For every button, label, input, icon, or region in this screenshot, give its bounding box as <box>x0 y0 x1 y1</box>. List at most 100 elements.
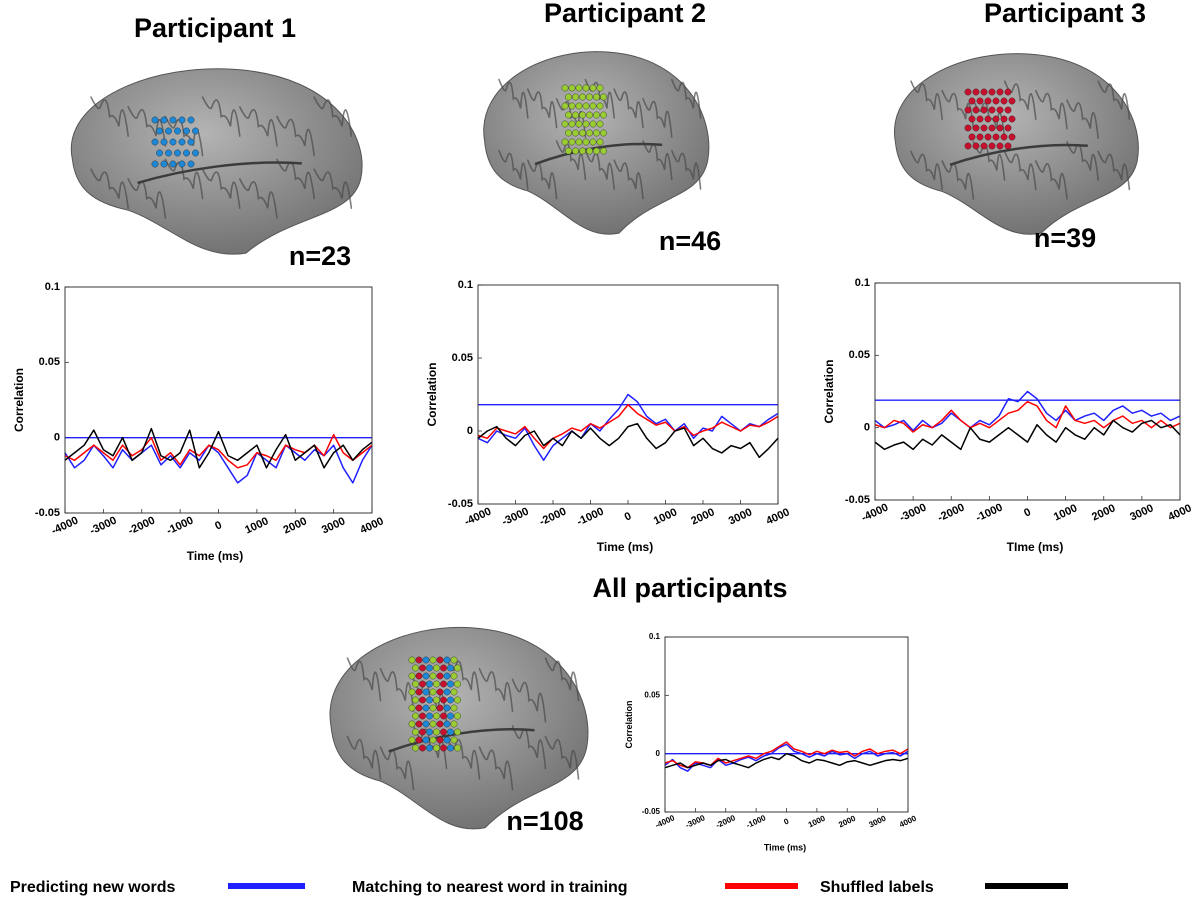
electrode <box>447 681 453 687</box>
x-axis-label: TIme (ms) <box>1007 540 1064 554</box>
electrode <box>447 713 453 719</box>
electrode <box>412 665 418 671</box>
panel-title: Participant 3 <box>984 0 1146 28</box>
electrode <box>426 745 432 751</box>
electrode <box>152 117 158 123</box>
electrode <box>170 117 176 123</box>
electrode <box>419 697 425 703</box>
electrode <box>440 729 446 735</box>
electrode <box>412 697 418 703</box>
electrode <box>179 161 185 167</box>
electrode <box>188 161 194 167</box>
electrode <box>989 89 995 95</box>
electrode <box>416 657 422 663</box>
electrode <box>430 673 436 679</box>
electrode <box>423 673 429 679</box>
x-tick-label: 2000 <box>837 814 857 830</box>
electrode <box>444 737 450 743</box>
electrode <box>600 112 606 118</box>
x-tick-label: 1000 <box>243 515 270 536</box>
electrode <box>1001 98 1007 104</box>
y-tick-label: 0.1 <box>855 277 870 289</box>
electrode <box>593 112 599 118</box>
electrode <box>569 139 575 145</box>
electrode <box>1001 116 1007 122</box>
electrode <box>426 697 432 703</box>
electrode <box>419 681 425 687</box>
electrode <box>569 103 575 109</box>
electrode <box>993 134 999 140</box>
electrode <box>454 697 460 703</box>
electrode <box>451 705 457 711</box>
electrode <box>965 107 971 113</box>
electrode <box>965 143 971 149</box>
y-tick-label: -0.05 <box>845 494 870 506</box>
x-tick-label: 3000 <box>727 506 754 527</box>
electrode <box>576 121 582 127</box>
x-tick-label: -2000 <box>714 813 737 830</box>
electrode <box>451 657 457 663</box>
electrode <box>188 139 194 145</box>
electrode-count: n=108 <box>506 806 583 836</box>
electrode <box>165 128 171 134</box>
electrode <box>409 721 415 727</box>
electrode <box>440 665 446 671</box>
electrode <box>579 148 585 154</box>
electrode <box>433 729 439 735</box>
electrode <box>593 148 599 154</box>
panel-title: Participant 2 <box>544 0 706 28</box>
electrode <box>423 705 429 711</box>
x-tick-label: -1000 <box>745 813 768 830</box>
electrode <box>444 705 450 711</box>
x-tick-label: 0 <box>1022 506 1033 519</box>
y-tick-label: 0 <box>656 749 661 758</box>
electrode <box>161 117 167 123</box>
electrode <box>192 128 198 134</box>
x-tick-label: 2000 <box>689 506 716 527</box>
panel-title: Participant 1 <box>134 13 296 43</box>
electrode <box>430 689 436 695</box>
brain-outline <box>484 52 709 235</box>
electrode <box>1009 116 1015 122</box>
electrode <box>416 689 422 695</box>
electrode <box>412 681 418 687</box>
electrode <box>590 85 596 91</box>
electrode <box>430 737 436 743</box>
electrode <box>583 85 589 91</box>
electrode <box>451 673 457 679</box>
x-tick-label: -3000 <box>684 813 707 830</box>
electrode <box>183 150 189 156</box>
electrode <box>565 94 571 100</box>
electrode <box>444 721 450 727</box>
electrode <box>437 689 443 695</box>
electrode <box>161 139 167 145</box>
electrode <box>152 161 158 167</box>
panel-title: All participants <box>592 573 787 603</box>
y-tick-label: 0 <box>54 432 60 444</box>
brain-image <box>484 52 709 235</box>
electrode <box>579 94 585 100</box>
electrode <box>572 130 578 136</box>
electrode <box>1009 98 1015 104</box>
brain-image <box>71 69 362 254</box>
electrode <box>590 121 596 127</box>
x-tick-label: 1000 <box>807 814 827 830</box>
electrode <box>426 665 432 671</box>
electrode <box>156 150 162 156</box>
plot-area <box>665 637 908 812</box>
electrode <box>572 148 578 154</box>
plot-area <box>65 287 372 513</box>
electrode <box>597 103 603 109</box>
electrode <box>583 103 589 109</box>
electrode <box>586 94 592 100</box>
x-tick-label: 4000 <box>764 506 791 527</box>
electrode <box>562 103 568 109</box>
electrode <box>433 697 439 703</box>
electrode <box>433 713 439 719</box>
electrode <box>447 729 453 735</box>
electrode <box>579 112 585 118</box>
electrode <box>454 713 460 719</box>
x-tick-label: -2000 <box>538 506 569 529</box>
electrode <box>969 134 975 140</box>
electrode <box>981 143 987 149</box>
